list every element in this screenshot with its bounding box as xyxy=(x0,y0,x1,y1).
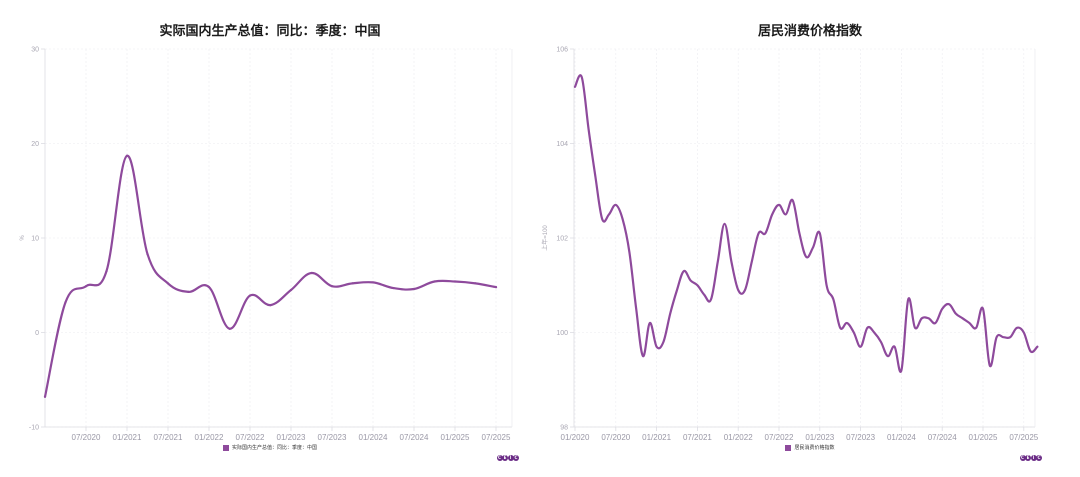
x-tick-label: 07/2024 xyxy=(928,433,957,442)
cpi-chart-panel: 居民消费价格指数 98 100 102 104 106 01/2020 07/2020 01/… xyxy=(540,0,1080,477)
cpi-line-chart: 98 100 102 104 106 01/2020 07/2020 01/2021 07/20… xyxy=(541,47,1039,443)
legend-swatch-icon xyxy=(222,444,229,451)
y-tick-label: 30 xyxy=(31,47,39,54)
y-tick-label: 0 xyxy=(35,330,39,337)
data-point xyxy=(310,271,313,275)
gdp-legend-label: 实际国内生产总值：同比：季度：中国 xyxy=(231,445,317,451)
y-axis-label: 上年=100 xyxy=(541,225,549,251)
data-point xyxy=(207,286,211,289)
x-tick-label: 07/2022 xyxy=(765,433,794,442)
logo-letter: C xyxy=(513,455,519,461)
x-tick-label: 01/2021 xyxy=(642,433,671,442)
y-tick-label: 106 xyxy=(556,47,568,54)
x-tick-label: 01/2022 xyxy=(195,433,224,442)
data-point xyxy=(64,301,67,304)
y-tick-label: 98 xyxy=(560,425,568,432)
logo-letter: E xyxy=(1025,455,1031,461)
logo-letter: E xyxy=(502,455,508,461)
ceic-logo: C E I C xyxy=(1019,455,1042,461)
y-tick-label: 100 xyxy=(556,330,568,337)
gdp-legend[interactable]: 实际国内生产总值：同比：季度：中国 xyxy=(0,444,540,451)
data-point xyxy=(351,282,354,285)
data-point xyxy=(228,327,231,330)
x-tick-label: 07/2020 xyxy=(601,433,630,442)
cpi-chart-title: 居民消费价格指数 xyxy=(757,24,862,39)
series-line xyxy=(573,74,1039,373)
x-tick-label: 07/2020 xyxy=(72,433,101,442)
logo-letter: C xyxy=(1019,455,1026,461)
x-tick-label: 01/2021 xyxy=(113,433,142,442)
cpi-legend-label: 居民消费价格指数 xyxy=(794,445,835,451)
data-point xyxy=(166,282,170,285)
data-point xyxy=(248,294,252,297)
x-tick-label: 01/2023 xyxy=(277,433,306,442)
logo-letter: I xyxy=(1030,455,1037,461)
data-point xyxy=(392,286,395,290)
x-tick-label: 07/2021 xyxy=(154,433,183,442)
data-point xyxy=(187,290,190,293)
gdp-line-chart: -10 0 10 20 30 07/2020 01/2021 07/2021 01/2022 07… xyxy=(20,47,513,442)
logo-letter: I xyxy=(507,455,514,461)
y-tick-label: -10 xyxy=(29,425,39,432)
x-tick-label: 01/2025 xyxy=(441,433,470,442)
data-point xyxy=(412,287,416,291)
x-tick-label: 01/2020 xyxy=(561,433,590,442)
data-point xyxy=(433,280,436,283)
x-tick-label: 07/2025 xyxy=(1009,433,1038,442)
data-point xyxy=(474,282,477,285)
x-tick-label: 07/2022 xyxy=(236,433,265,442)
series-line xyxy=(43,154,498,398)
y-tick-label: 102 xyxy=(556,236,568,243)
y-tick-label: 104 xyxy=(556,141,568,148)
data-point xyxy=(125,154,129,157)
logo-letter: C xyxy=(1036,455,1042,461)
x-tick-label: 01/2024 xyxy=(359,433,388,442)
data-point xyxy=(289,288,293,292)
y-tick-label: 10 xyxy=(31,236,39,243)
gdp-chart-title: 实际国内生产总值：同比：季度：中国 xyxy=(159,24,381,39)
data-point xyxy=(105,269,108,273)
ceic-logo: C E I C xyxy=(496,455,519,461)
x-tick-label: 07/2023 xyxy=(846,433,875,442)
gdp-chart-panel: 实际国内生产总值：同比：季度：中国 -10 0 10 20 30 07/2020 01/20… xyxy=(0,24,540,461)
logo-letter: C xyxy=(496,455,503,461)
data-point xyxy=(371,281,375,284)
y-axis-label: % xyxy=(20,235,26,241)
data-point xyxy=(494,286,498,289)
data-point xyxy=(146,252,149,256)
x-tick-label: 07/2025 xyxy=(482,433,511,442)
x-tick-label: 07/2024 xyxy=(400,433,429,442)
x-tick-label: 07/2021 xyxy=(683,433,712,442)
y-tick-label: 20 xyxy=(31,141,39,148)
x-tick-label: 01/2022 xyxy=(724,433,753,442)
cpi-legend[interactable]: 居民消费价格指数 xyxy=(540,444,1080,451)
data-point xyxy=(43,395,47,398)
x-tick-label: 07/2023 xyxy=(318,433,347,442)
data-point xyxy=(84,285,88,288)
x-tick-label: 01/2023 xyxy=(805,433,834,442)
x-tick-label: 01/2025 xyxy=(969,433,998,442)
data-point xyxy=(453,280,457,283)
legend-swatch-icon xyxy=(785,444,792,451)
x-tick-label: 01/2024 xyxy=(887,433,916,442)
data-point xyxy=(330,285,334,288)
data-point xyxy=(269,303,272,307)
